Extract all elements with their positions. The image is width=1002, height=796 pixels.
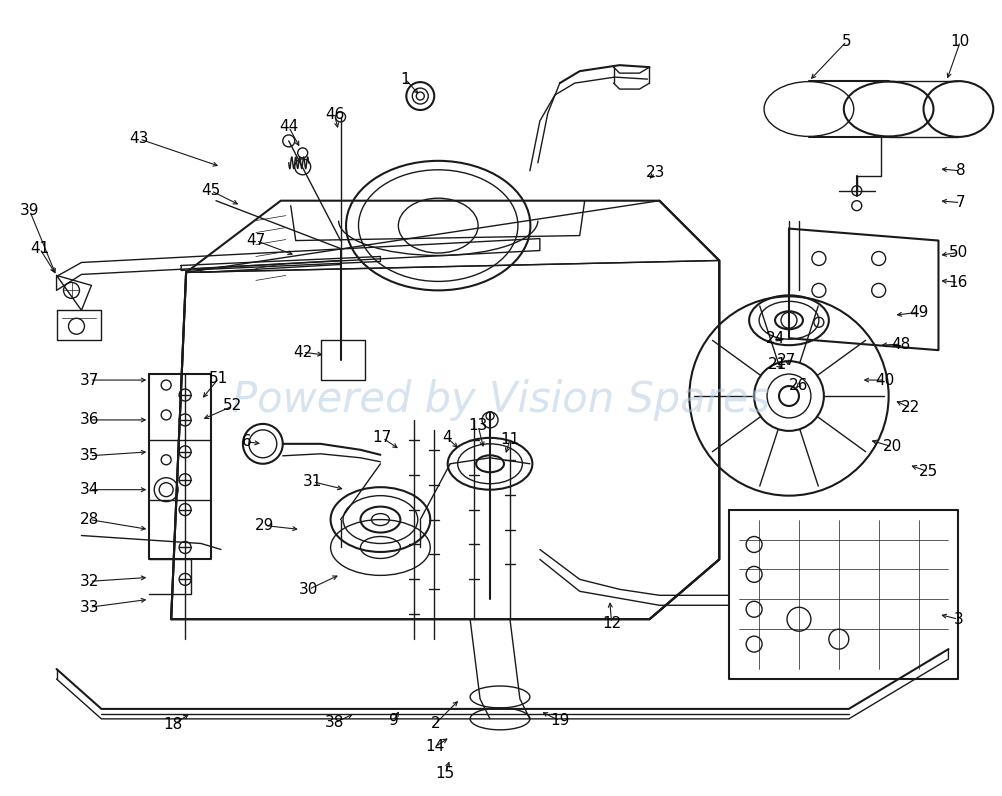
Text: 29: 29 bbox=[256, 518, 275, 533]
Text: 16: 16 bbox=[949, 275, 968, 290]
Text: 6: 6 bbox=[242, 435, 252, 450]
Text: 30: 30 bbox=[299, 582, 319, 597]
Text: 1: 1 bbox=[401, 72, 410, 87]
Text: 3: 3 bbox=[954, 611, 963, 626]
Text: 48: 48 bbox=[891, 337, 910, 352]
Text: 34: 34 bbox=[80, 482, 99, 498]
Text: 10: 10 bbox=[951, 33, 970, 49]
Text: 13: 13 bbox=[468, 419, 488, 433]
Text: 22: 22 bbox=[901, 400, 920, 416]
Text: 19: 19 bbox=[550, 713, 569, 728]
Text: 7: 7 bbox=[956, 195, 965, 210]
Text: 41: 41 bbox=[30, 241, 49, 256]
Text: 32: 32 bbox=[80, 574, 99, 589]
Text: 14: 14 bbox=[426, 739, 445, 755]
Text: 50: 50 bbox=[949, 245, 968, 260]
Text: 9: 9 bbox=[389, 713, 398, 728]
Text: 49: 49 bbox=[909, 305, 928, 320]
Text: 38: 38 bbox=[325, 716, 345, 731]
Text: 8: 8 bbox=[956, 163, 965, 178]
Text: 25: 25 bbox=[919, 464, 938, 479]
Text: 21: 21 bbox=[768, 357, 787, 372]
Text: 33: 33 bbox=[80, 599, 99, 615]
Text: 2: 2 bbox=[431, 716, 440, 732]
Text: 11: 11 bbox=[500, 432, 520, 447]
Text: 42: 42 bbox=[293, 345, 313, 360]
Text: 23: 23 bbox=[645, 166, 665, 180]
Text: 27: 27 bbox=[778, 353, 797, 368]
Text: 20: 20 bbox=[883, 439, 902, 455]
Text: 26: 26 bbox=[790, 377, 809, 392]
Text: 46: 46 bbox=[325, 107, 345, 123]
Text: 12: 12 bbox=[602, 616, 621, 630]
Text: 37: 37 bbox=[80, 373, 99, 388]
Text: Powered by Vision Spares: Powered by Vision Spares bbox=[232, 379, 770, 421]
Text: 44: 44 bbox=[280, 119, 299, 135]
Text: 52: 52 bbox=[223, 399, 242, 413]
Text: 36: 36 bbox=[80, 412, 99, 427]
Text: 40: 40 bbox=[875, 373, 894, 388]
Text: 47: 47 bbox=[246, 233, 266, 248]
Text: 35: 35 bbox=[80, 448, 99, 463]
Text: 28: 28 bbox=[80, 512, 99, 527]
Text: 43: 43 bbox=[129, 131, 149, 146]
Text: 4: 4 bbox=[442, 431, 452, 445]
Text: 31: 31 bbox=[303, 474, 323, 490]
Text: 15: 15 bbox=[436, 767, 455, 781]
Text: 17: 17 bbox=[373, 431, 392, 445]
Text: 18: 18 bbox=[163, 717, 182, 732]
Text: 39: 39 bbox=[20, 203, 39, 218]
Text: 45: 45 bbox=[201, 183, 220, 198]
Text: 5: 5 bbox=[842, 33, 852, 49]
Text: 24: 24 bbox=[766, 330, 785, 345]
Text: 51: 51 bbox=[209, 371, 228, 385]
